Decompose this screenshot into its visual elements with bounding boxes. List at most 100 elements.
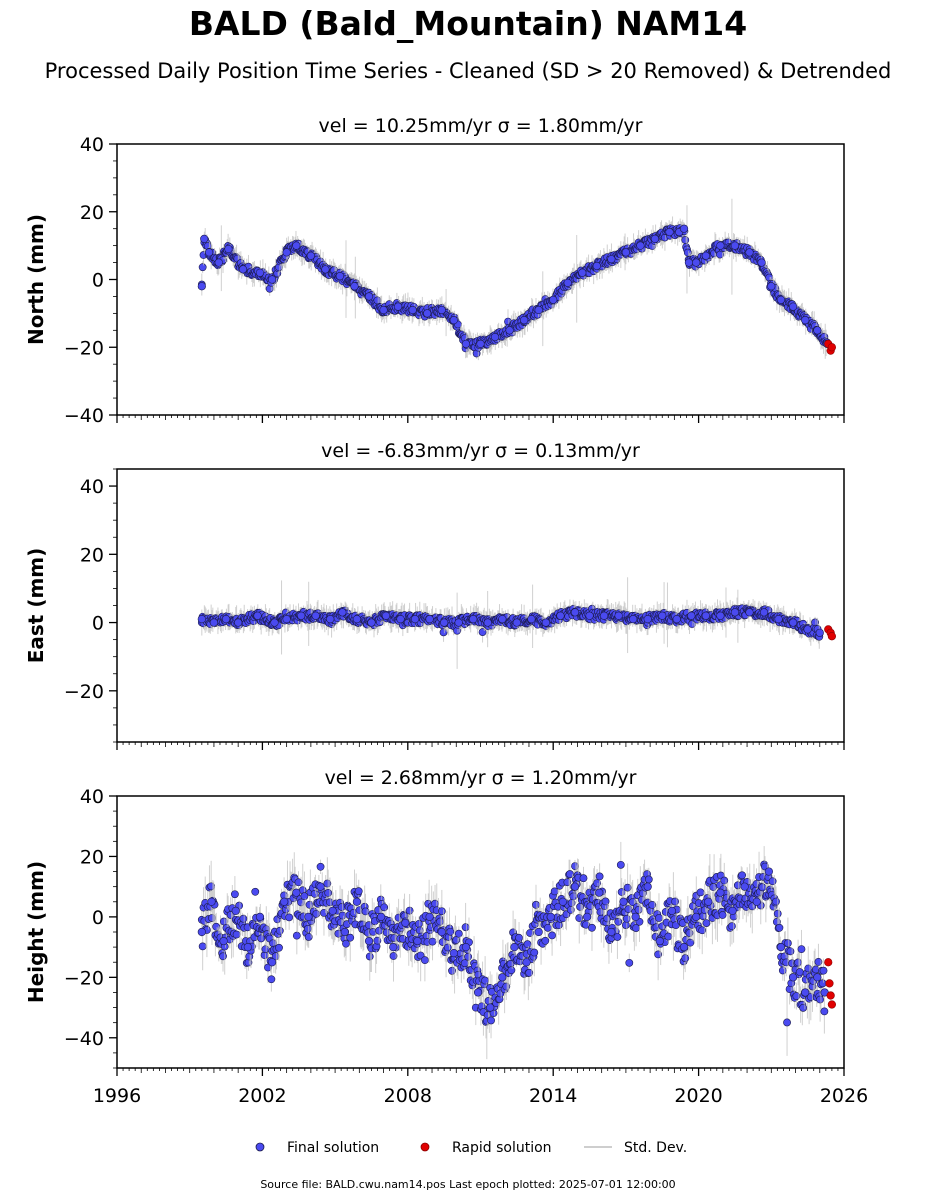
final-solution-point xyxy=(413,936,422,946)
final-solution-point xyxy=(449,316,458,325)
x-tick-label: 2014 xyxy=(529,1085,577,1107)
final-solution-point xyxy=(745,248,754,257)
final-solution-point xyxy=(745,608,754,617)
final-solution-point xyxy=(323,879,332,888)
final-solution-point xyxy=(658,611,667,620)
final-solution-point xyxy=(232,930,241,939)
final-solution-point xyxy=(350,282,359,291)
final-solution-point xyxy=(219,936,228,946)
final-solution-point xyxy=(367,618,376,627)
final-solution-point xyxy=(776,295,786,304)
final-solution-point xyxy=(231,906,240,915)
final-solution-point xyxy=(443,943,452,952)
rapid-solution-point xyxy=(827,343,836,352)
final-solution-point xyxy=(365,952,374,961)
final-solution-point xyxy=(794,958,802,967)
final-solution-point xyxy=(792,992,801,1000)
final-solution-point xyxy=(486,1003,495,1012)
final-solution-point xyxy=(541,936,550,945)
final-solution-point xyxy=(786,947,795,956)
final-solution-point xyxy=(204,248,214,257)
y-tick-label: 20 xyxy=(80,202,104,224)
final-solution-point xyxy=(716,241,725,250)
final-solution-point xyxy=(679,224,689,233)
x-tick-label: 2026 xyxy=(820,1085,868,1107)
final-solution-point xyxy=(267,975,276,984)
plot-area xyxy=(197,577,836,669)
final-solution-point xyxy=(665,227,674,237)
final-solution-point xyxy=(636,241,645,250)
final-solution-point xyxy=(234,618,243,627)
final-solution-point xyxy=(436,917,445,926)
final-solution-point xyxy=(364,936,374,946)
final-solution-point xyxy=(614,917,623,926)
final-solution-point xyxy=(197,927,206,937)
final-solution-point xyxy=(622,914,631,923)
final-solution-point xyxy=(701,611,710,620)
final-solution-point xyxy=(381,611,391,620)
final-solution-point xyxy=(469,615,478,624)
final-solution-point xyxy=(819,966,828,975)
x-tick-label: 2020 xyxy=(674,1085,722,1107)
east-panel: −20 0 20 40 vel = -6.83mm/yr σ = 0.13mm/yr Ea… xyxy=(24,440,845,750)
final-solution-point xyxy=(303,924,312,933)
final-solution-point xyxy=(207,897,216,906)
final-solution-point xyxy=(716,611,725,620)
final-solution-point xyxy=(655,936,664,946)
final-solution-point xyxy=(783,939,792,948)
rapid-solution-point xyxy=(825,979,834,988)
final-solution-cloud xyxy=(197,577,824,669)
final-solution-point xyxy=(720,876,729,885)
final-solution-point xyxy=(607,255,616,264)
figure-subtitle: Processed Daily Position Time Series - C… xyxy=(45,59,892,83)
final-solution-point xyxy=(681,954,690,963)
final-solution-point xyxy=(621,248,631,257)
final-solution-point xyxy=(701,251,710,260)
final-solution-point xyxy=(667,906,677,915)
final-solution-point xyxy=(595,872,604,881)
final-solution-point xyxy=(599,611,609,620)
final-solution-point xyxy=(764,867,773,876)
final-solution-point xyxy=(797,945,806,954)
final-solution-point xyxy=(306,251,315,260)
final-solution-point xyxy=(282,615,291,624)
final-solution-point xyxy=(684,258,694,267)
final-solution-point xyxy=(643,882,652,891)
final-solution-point xyxy=(364,292,374,301)
final-solution-point xyxy=(379,305,388,315)
final-solution-point xyxy=(728,906,737,915)
final-solution-point xyxy=(316,862,325,871)
final-solution-point xyxy=(702,919,711,927)
final-solution-point xyxy=(623,883,632,892)
final-solution-point xyxy=(614,611,623,620)
final-solution-point xyxy=(275,926,284,935)
final-solution-point xyxy=(352,897,362,906)
final-solution-point xyxy=(820,1007,829,1016)
final-solution-point xyxy=(304,912,313,921)
final-solution-point xyxy=(437,907,446,916)
y-axis-label: East (mm) xyxy=(24,548,48,664)
plot-area xyxy=(197,841,836,1060)
final-solution-point xyxy=(515,933,523,942)
final-solution-point xyxy=(698,926,707,935)
final-solution-point xyxy=(585,611,594,620)
final-solution-point xyxy=(716,888,725,897)
final-solution-point xyxy=(686,938,695,947)
figure-title: BALD (Bald_Mountain) NAM14 xyxy=(189,4,747,43)
final-solution-point xyxy=(292,888,301,897)
final-solution-point xyxy=(789,618,798,627)
final-solution-point xyxy=(522,958,531,967)
final-solution-point xyxy=(738,871,746,880)
final-solution-point xyxy=(730,241,740,250)
final-solution-point xyxy=(352,615,362,624)
final-solution-point xyxy=(704,897,713,906)
final-solution-point xyxy=(523,940,532,949)
final-solution-point xyxy=(310,889,319,898)
final-solution-point xyxy=(410,615,420,624)
final-solution-point xyxy=(650,234,660,243)
final-solution-point xyxy=(335,272,345,281)
final-solution-point xyxy=(815,628,824,637)
final-solution-point xyxy=(803,625,812,634)
final-solution-point xyxy=(813,973,822,982)
